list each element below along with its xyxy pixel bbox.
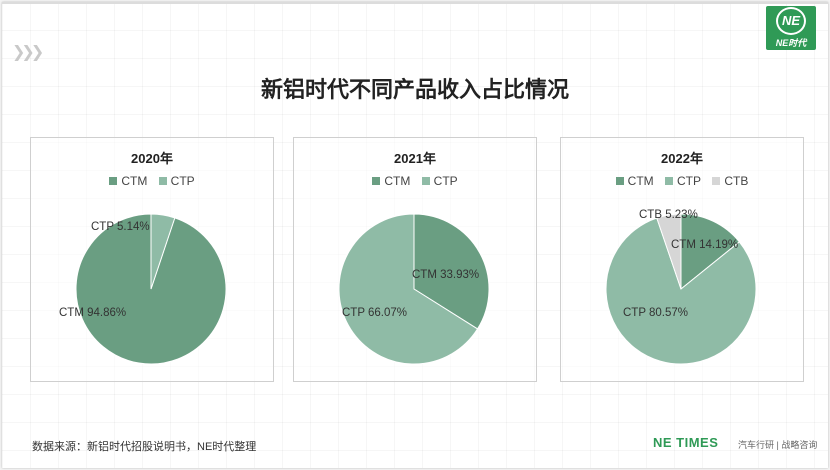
- chart-legend: CTM CTP: [31, 174, 273, 188]
- data-label-ctm: CTM 94.86%: [59, 307, 126, 319]
- top-rule: [2, 2, 828, 4]
- legend-label: CTM: [384, 174, 411, 188]
- legend-label: CTB: [724, 174, 749, 188]
- legend-item-ctm: CTM: [109, 174, 147, 188]
- legend-label: CTP: [170, 174, 195, 188]
- legend-label: CTM: [627, 174, 654, 188]
- logo-glyph: NE: [776, 7, 806, 35]
- logo-text: NE时代: [775, 38, 807, 48]
- pie-slice-ctp: [338, 213, 479, 365]
- chart-title: 2022年: [661, 151, 703, 166]
- data-label-ctp: CTP 66.07%: [342, 307, 407, 319]
- legend-item-ctb: CTB: [712, 174, 748, 188]
- data-source-note: 数据来源：新铝时代招股说明书，NE时代整理: [32, 441, 257, 453]
- pie-slice-ctp: [150, 213, 176, 290]
- pie-slice-ctp: [605, 217, 757, 365]
- legend-item-ctm: CTM: [372, 174, 410, 188]
- data-label-ctm: CTM 14.19%: [671, 239, 738, 251]
- brand-name: NE TIMES: [653, 435, 719, 450]
- data-label-ctp: CTP 5.14%: [91, 221, 150, 233]
- chart-legend: CTM CTP: [294, 174, 536, 188]
- legend-swatch: [615, 176, 624, 185]
- brand-tagline: 汽车行研 | 战略咨询: [738, 440, 818, 450]
- pie-chart-2020: CTM 94.86% CTP 5.14%: [59, 213, 227, 365]
- legend-label: CTP: [433, 174, 458, 188]
- legend-swatch: [665, 176, 673, 185]
- pie-slice-ctm: [413, 213, 490, 330]
- legend-swatch: [109, 176, 118, 185]
- legend-item-ctp: CTP: [421, 174, 458, 188]
- legend-swatch: [372, 176, 381, 185]
- legend-label: CTM: [121, 174, 148, 188]
- legend-item-ctp: CTP: [665, 174, 701, 188]
- data-label-ctp: CTP 80.57%: [623, 307, 688, 319]
- chart-panel-2021: 2021年 CTM CTP CTM 33.93% CTP 66.07%: [293, 137, 537, 382]
- data-label-ctb: CTB 5.23%: [639, 209, 698, 221]
- chart-legend: CTM CTP CTB: [561, 174, 803, 188]
- chart-title: 2020年: [131, 151, 173, 166]
- page-title: 新铝时代不同产品收入占比情况: [260, 77, 569, 102]
- pie-chart-2021: CTM 33.93% CTP 66.07%: [338, 213, 490, 365]
- pie-chart-2022: CTM 14.19% CTP 80.57% CTB 5.23%: [605, 209, 757, 365]
- pie-slice-ctm: [680, 213, 741, 291]
- chart-panel-2022: 2022年 CTM CTP CTB CTM 14.19% CTP 80.57% CT…: [560, 137, 804, 382]
- legend-item-ctp: CTP: [158, 174, 195, 188]
- legend-item-ctm: CTM: [615, 174, 654, 188]
- data-label-ctm: CTM 33.93%: [412, 269, 479, 281]
- legend-swatch: [712, 176, 721, 185]
- chevron-decoration-icon: ❯❯❯: [12, 44, 44, 61]
- ne-times-logo: NE NE时代: [766, 6, 816, 50]
- pie-slice-ctb: [656, 213, 682, 290]
- legend-swatch: [421, 176, 430, 185]
- chart-title: 2021年: [394, 151, 436, 166]
- chart-panel-2020: 2020年 CTM CTP CTM 94.86% CTP 5.14%: [30, 137, 274, 382]
- legend-label: CTP: [677, 174, 701, 188]
- legend-swatch: [158, 176, 167, 185]
